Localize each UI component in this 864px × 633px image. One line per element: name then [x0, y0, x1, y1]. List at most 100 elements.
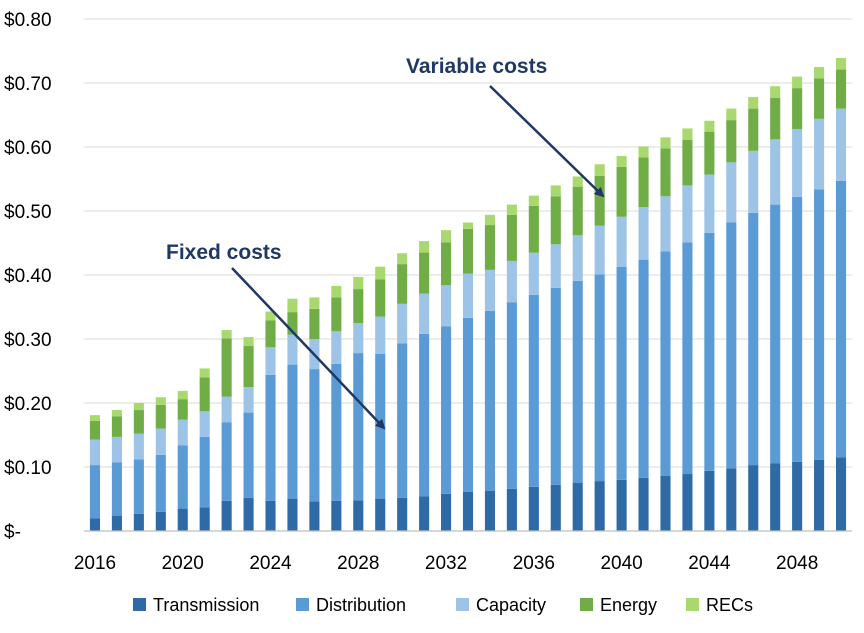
bar-segment-energy-2020 [177, 399, 188, 420]
bar-segment-recs-2043 [682, 128, 693, 140]
bar-segment-transmission-2042 [660, 475, 671, 531]
bar-segment-capacity-2025 [287, 334, 298, 365]
bar-segment-distribution-2040 [616, 266, 627, 480]
bar-segment-transmission-2032 [441, 493, 452, 531]
bar-segment-transmission-2037 [550, 484, 561, 531]
bars-group [89, 58, 847, 531]
x-tick-label: 2048 [776, 553, 818, 574]
bar-segment-energy-2021 [199, 377, 210, 412]
bar-segment-capacity-2041 [638, 207, 649, 260]
bar-segment-transmission-2016 [89, 518, 101, 531]
bar-segment-recs-2016 [89, 415, 101, 421]
x-tick-label: 2024 [249, 553, 292, 574]
bar-segment-recs-2039 [594, 164, 605, 176]
bar-segment-capacity-2044 [704, 174, 715, 233]
bar-segment-capacity-2043 [682, 185, 693, 243]
bar-segment-energy-2048 [792, 88, 803, 130]
bar-segment-energy-2027 [331, 297, 342, 332]
bar-segment-energy-2040 [616, 166, 627, 217]
bar-segment-distribution-2022 [221, 422, 232, 501]
bar-segment-distribution-2021 [199, 436, 210, 508]
y-tick-label: $0.70 [4, 74, 52, 95]
bar-segment-capacity-2016 [89, 439, 101, 466]
bar-segment-distribution-2027 [331, 363, 342, 501]
bar-segment-capacity-2037 [550, 244, 561, 288]
bar-segment-recs-2021 [199, 368, 210, 378]
legend-swatch-distribution [296, 598, 309, 611]
legend-swatch-capacity [456, 598, 469, 611]
bar-segment-capacity-2040 [616, 216, 627, 267]
bar-segment-recs-2038 [572, 176, 583, 187]
bar-segment-capacity-2032 [441, 285, 452, 327]
bar-segment-capacity-2046 [748, 150, 759, 213]
bar-segment-energy-2029 [375, 279, 386, 317]
bar-segment-transmission-2044 [704, 470, 715, 531]
bar-segment-distribution-2023 [243, 412, 254, 498]
bar-segment-energy-2033 [462, 228, 474, 274]
bar-segment-transmission-2028 [353, 500, 364, 531]
bar-segment-transmission-2038 [572, 483, 583, 531]
legend-label-distribution: Distribution [316, 595, 406, 615]
bar-segment-recs-2035 [506, 204, 517, 215]
y-tick-label: $0.30 [4, 330, 52, 351]
bar-segment-capacity-2018 [133, 433, 144, 460]
y-tick-label: $0.50 [4, 202, 52, 223]
bar-segment-recs-2031 [419, 241, 430, 253]
bar-segment-recs-2019 [155, 397, 166, 405]
bar-segment-recs-2027 [331, 285, 342, 298]
annotation-fixed-costs-arrow [231, 267, 386, 430]
bar-segment-recs-2033 [462, 222, 474, 229]
bar-segment-distribution-2020 [177, 445, 188, 509]
bar-segment-recs-2017 [111, 410, 122, 417]
y-tick-label: $- [4, 522, 21, 543]
bar-segment-capacity-2023 [243, 387, 254, 413]
legend-label-recs: RECs [706, 595, 753, 615]
bar-segment-energy-2035 [506, 214, 517, 261]
bar-segment-transmission-2043 [682, 474, 693, 531]
bar-segment-energy-2037 [550, 196, 561, 245]
annotation-variable-costs: Variable costs [406, 55, 605, 198]
bar-segment-distribution-2050 [835, 180, 847, 458]
bar-segment-distribution-2037 [550, 287, 561, 485]
bar-segment-energy-2026 [309, 308, 320, 339]
x-tick-label: 2044 [688, 553, 731, 574]
bar-segment-distribution-2046 [748, 212, 759, 466]
x-tick-label: 2036 [513, 553, 555, 574]
bar-segment-capacity-2047 [770, 139, 781, 205]
bar-segment-transmission-2031 [419, 496, 430, 531]
x-tick-label: 2032 [425, 553, 467, 574]
bar-segment-capacity-2027 [331, 331, 342, 364]
bar-segment-energy-2025 [287, 312, 298, 335]
bar-segment-recs-2042 [660, 137, 671, 149]
bar-segment-recs-2041 [638, 146, 649, 158]
legend-swatch-energy [580, 598, 593, 611]
bar-segment-recs-2024 [265, 311, 276, 321]
bar-segment-capacity-2035 [506, 260, 517, 303]
bar-segment-transmission-2039 [594, 481, 605, 531]
bar-segment-recs-2040 [616, 155, 627, 167]
bar-segment-recs-2018 [133, 403, 144, 411]
bar-segment-recs-2046 [748, 97, 759, 109]
bar-segment-energy-2016 [89, 420, 101, 440]
bar-segment-transmission-2023 [243, 497, 254, 531]
y-axis: $- $0.10 $0.20 $0.30 $0.40 $0.50 $0.60 $0.70 $0.… [4, 10, 52, 543]
bar-segment-energy-2031 [419, 252, 430, 294]
bar-segment-distribution-2049 [814, 189, 825, 460]
bar-segment-transmission-2050 [835, 457, 847, 531]
bar-segment-distribution-2042 [660, 251, 671, 476]
bar-segment-capacity-2021 [199, 411, 210, 437]
bar-segment-transmission-2048 [792, 461, 803, 531]
bar-segment-energy-2038 [572, 186, 583, 236]
bar-segment-distribution-2024 [265, 374, 276, 501]
x-tick-label: 2028 [337, 553, 379, 574]
bar-segment-transmission-2026 [309, 501, 320, 531]
bar-segment-energy-2022 [221, 338, 232, 397]
annotation-variable-costs-label: Variable costs [406, 55, 547, 78]
bar-segment-distribution-2035 [506, 302, 517, 489]
bar-segment-capacity-2019 [155, 428, 166, 455]
bar-segment-transmission-2019 [155, 511, 166, 531]
bar-segment-transmission-2021 [199, 507, 210, 531]
y-tick-label: $0.60 [4, 138, 52, 159]
bar-segment-recs-2032 [441, 230, 452, 243]
bar-segment-distribution-2030 [397, 343, 408, 498]
